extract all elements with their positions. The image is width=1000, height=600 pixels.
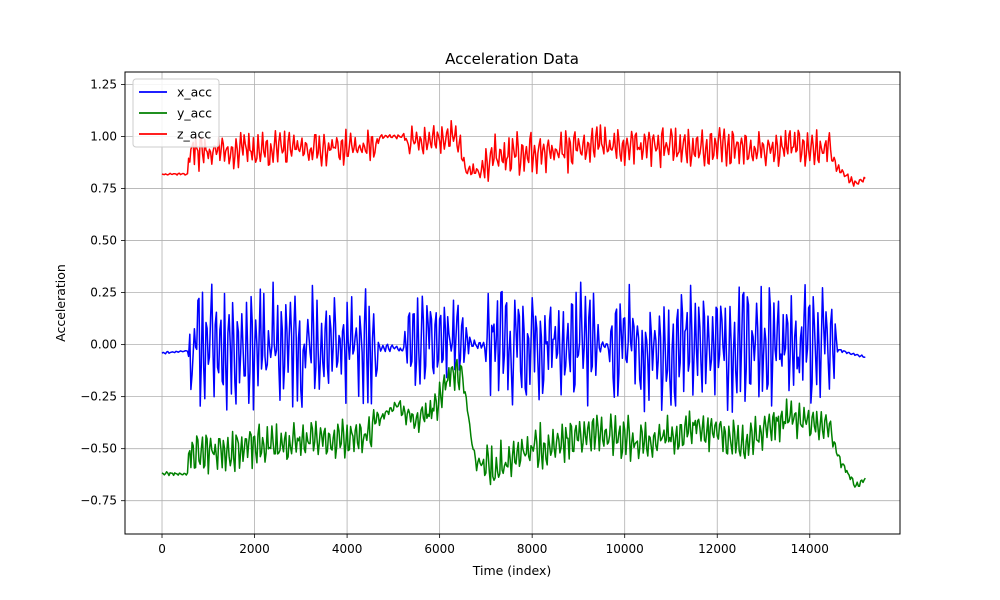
- y-tick-label: −0.75: [80, 494, 117, 508]
- legend-label: z_acc: [177, 127, 211, 142]
- legend-label: x_acc: [177, 85, 212, 100]
- y-tick-label: 0.50: [90, 234, 117, 248]
- y-axis: −0.75 −0.50 −0.25 0.00 0.25 0.50 0.75 1.00 1.25: [80, 77, 125, 508]
- x-tick-label: 12000: [698, 542, 736, 556]
- legend: x_acc y_acc z_acc: [132, 78, 220, 148]
- series-line-y-acc: [161, 358, 866, 488]
- y-axis-label: Acceleration: [53, 264, 68, 342]
- y-tick-label: −0.25: [80, 390, 117, 404]
- y-tick-label: 1.00: [90, 130, 117, 144]
- plot-frame: [124, 71, 901, 535]
- series-lines: [161, 119, 866, 488]
- legend-box: [132, 78, 220, 148]
- y-tick-label: 0.25: [90, 286, 117, 300]
- x-axis: 0 2000 4000 6000 8000 10000 12000 14000: [158, 534, 829, 556]
- x-tick-label: 4000: [332, 542, 363, 556]
- x-axis-label: Time (index): [472, 563, 552, 578]
- y-tick-label: 0.75: [90, 182, 117, 196]
- y-tick-label: 0.00: [90, 338, 117, 352]
- x-tick-label: 10000: [606, 542, 644, 556]
- legend-label: y_acc: [177, 106, 212, 121]
- series-line-x-acc: [161, 281, 866, 413]
- x-tick-label: 6000: [424, 542, 455, 556]
- chart-title: Acceleration Data: [445, 50, 579, 68]
- series-line-z-acc: [161, 119, 866, 187]
- x-tick-label: 8000: [517, 542, 548, 556]
- y-tick-label: −0.50: [80, 442, 117, 456]
- x-tick-label: 2000: [239, 542, 270, 556]
- x-tick-label: 14000: [791, 542, 829, 556]
- y-tick-label: 1.25: [90, 77, 117, 91]
- x-tick-label: 0: [158, 542, 166, 556]
